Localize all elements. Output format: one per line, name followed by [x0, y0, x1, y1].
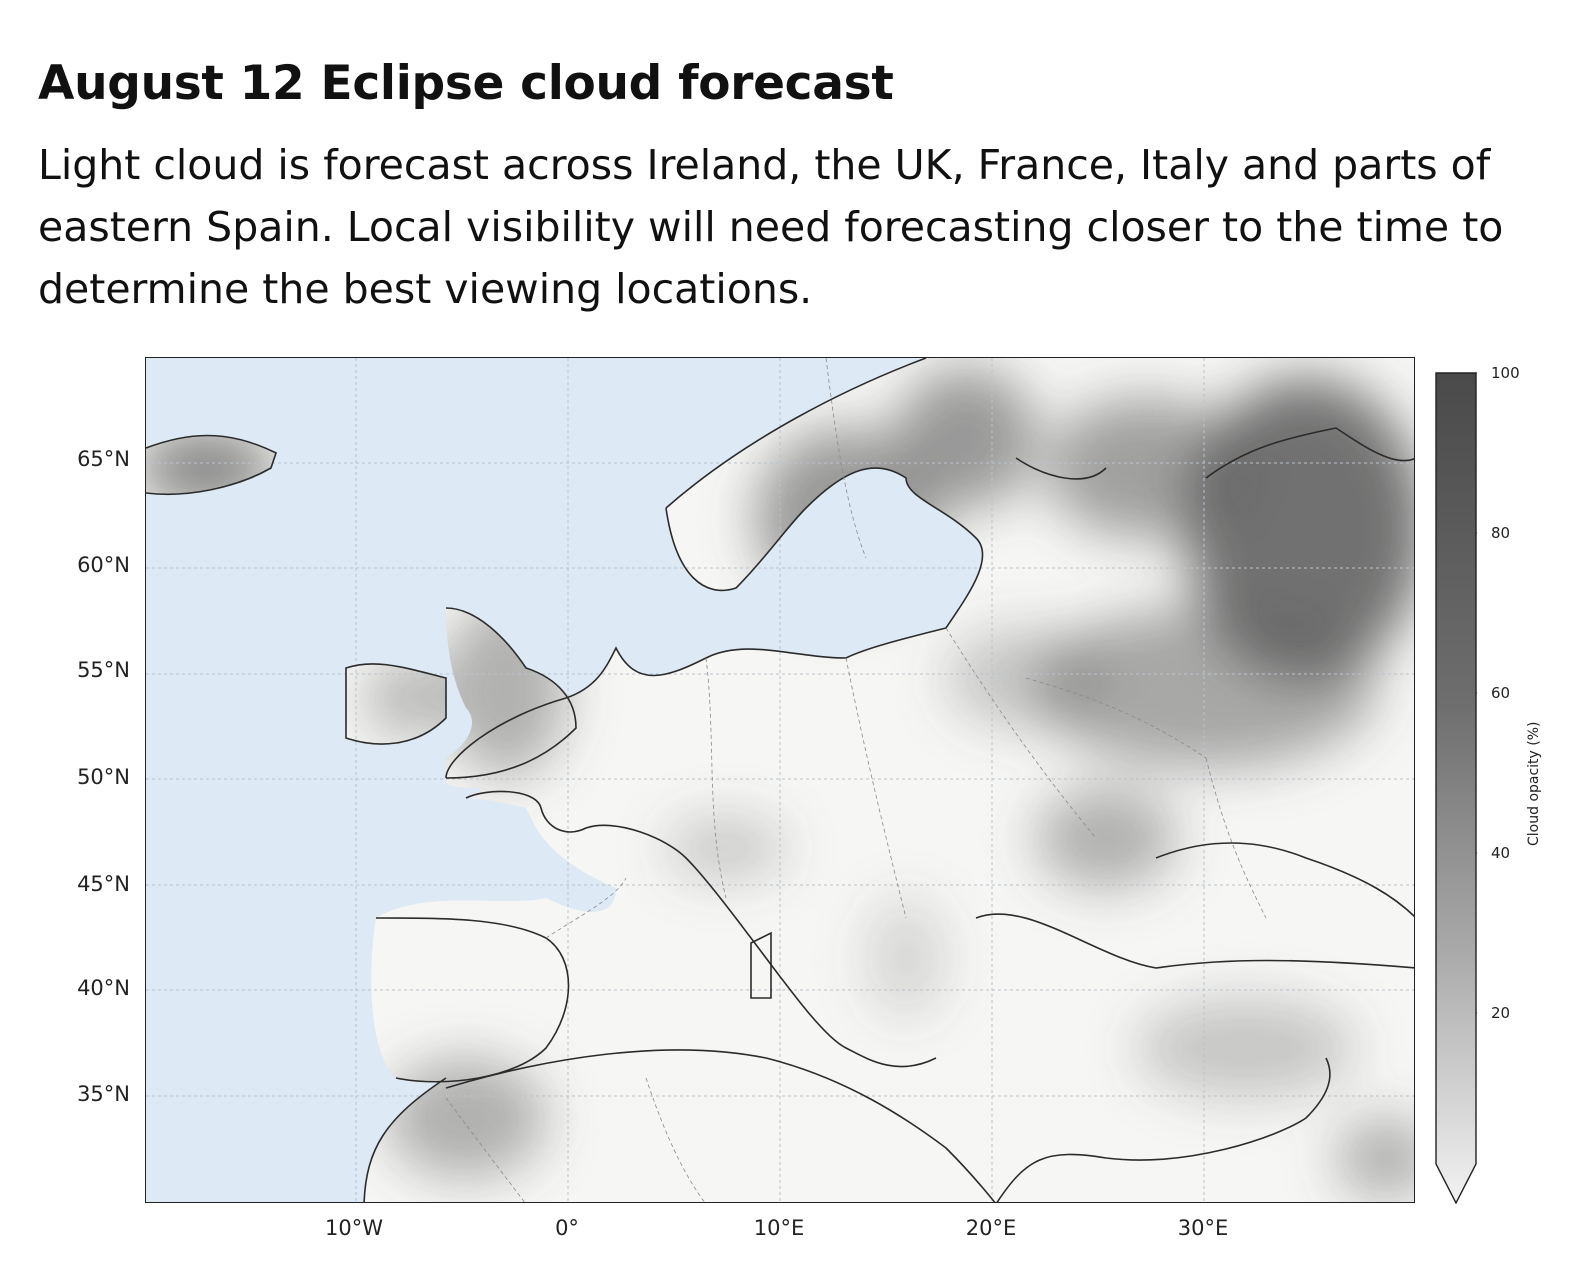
lat-label-45: 45°N: [77, 872, 130, 896]
lat-label-40: 40°N: [77, 976, 130, 1000]
forecast-description: Light cloud is forecast across Ireland, …: [38, 141, 1504, 313]
lat-label-65: 65°N: [77, 447, 130, 471]
cloud-forecast-map: [145, 357, 1415, 1203]
colorbar-tick-40: 40: [1491, 844, 1511, 862]
colorbar-tick-100: 100: [1491, 364, 1520, 382]
lon-label-30e: 30°E: [1177, 1216, 1229, 1240]
lat-label-60: 60°N: [77, 553, 130, 577]
lat-label-55: 55°N: [77, 658, 130, 682]
map-canvas: [146, 358, 1414, 1202]
lat-label-35: 35°N: [77, 1082, 130, 1106]
lon-label-10w: 10°W: [325, 1216, 383, 1240]
page-title: August 12 Eclipse cloud forecast: [38, 56, 894, 111]
colorbar-tick-60: 60: [1491, 684, 1511, 702]
colorbar: [1435, 372, 1482, 1205]
colorbar-tick-80: 80: [1491, 524, 1511, 542]
graticule: [146, 358, 1414, 1202]
lon-label-20e: 20°E: [965, 1216, 1017, 1240]
colorbar-tick-20: 20: [1491, 1004, 1511, 1022]
country-borders: [445, 358, 1267, 1202]
colorbar-gradient: [1435, 372, 1482, 1205]
lon-label-10e: 10°E: [753, 1216, 805, 1240]
lat-label-50: 50°N: [77, 765, 130, 789]
colorbar-label: Cloud opacity (%): [1526, 721, 1542, 846]
coastlines: [146, 358, 1414, 1202]
lon-label-0: 0°: [555, 1216, 579, 1240]
